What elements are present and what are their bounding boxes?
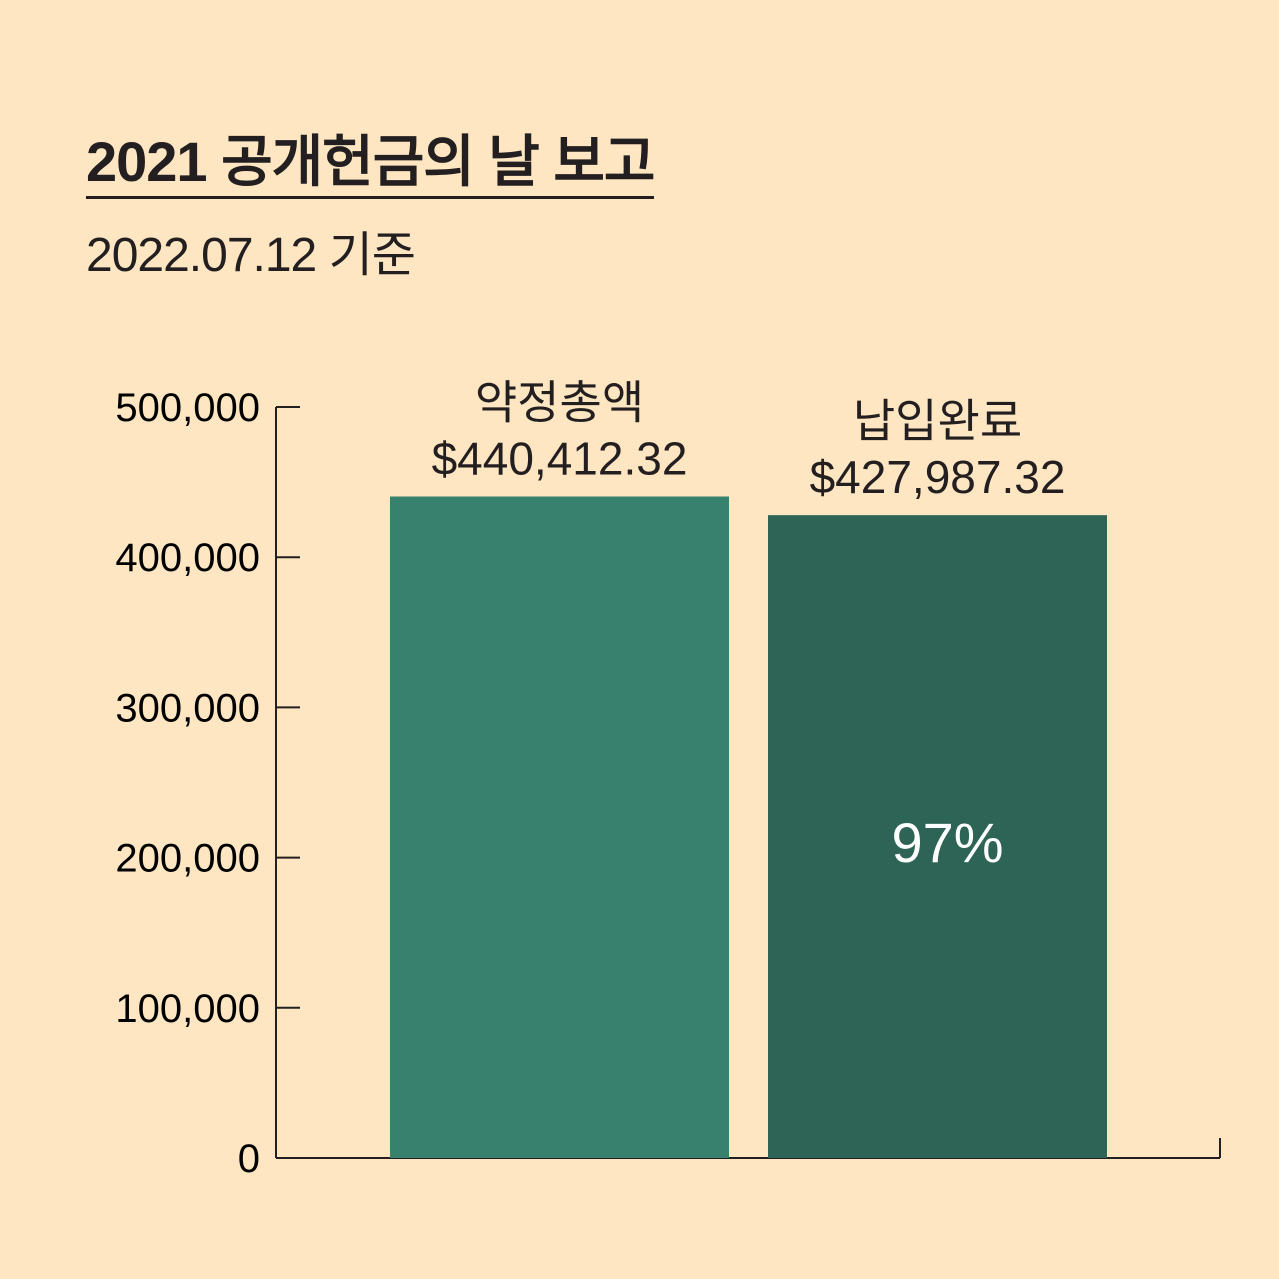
y-tick-label: 300,000 — [115, 686, 260, 730]
chart-bars — [390, 496, 1107, 1158]
y-tick-label: 100,000 — [115, 987, 260, 1031]
bar-category-label: 납입완료 — [853, 395, 1022, 447]
y-tick-label: 200,000 — [115, 837, 260, 881]
bar-percent-label: 97% — [891, 811, 1003, 874]
y-tick-label: 400,000 — [115, 536, 260, 580]
y-tick-label: 500,000 — [115, 386, 260, 430]
bar-paid — [768, 515, 1107, 1158]
bar-value-label: $440,412.32 — [432, 433, 688, 485]
page-subtitle-date: 2022.07.12 기준 — [86, 229, 416, 282]
bar-value-label: $427,987.32 — [810, 451, 1066, 503]
bar-category-label: 약정총액 — [475, 377, 644, 429]
chart-axes: 0 100,000 200,000 300,000 400,000 500,000 — [115, 386, 1221, 1181]
chart-labels: 약정총액$440,412.32 납입완료$427,987.32 97% — [432, 377, 1066, 874]
page-title: 2021 공개헌금의 날 보고 — [86, 132, 655, 199]
y-tick-label: 0 — [238, 1137, 260, 1181]
bar-pledged — [390, 496, 729, 1158]
